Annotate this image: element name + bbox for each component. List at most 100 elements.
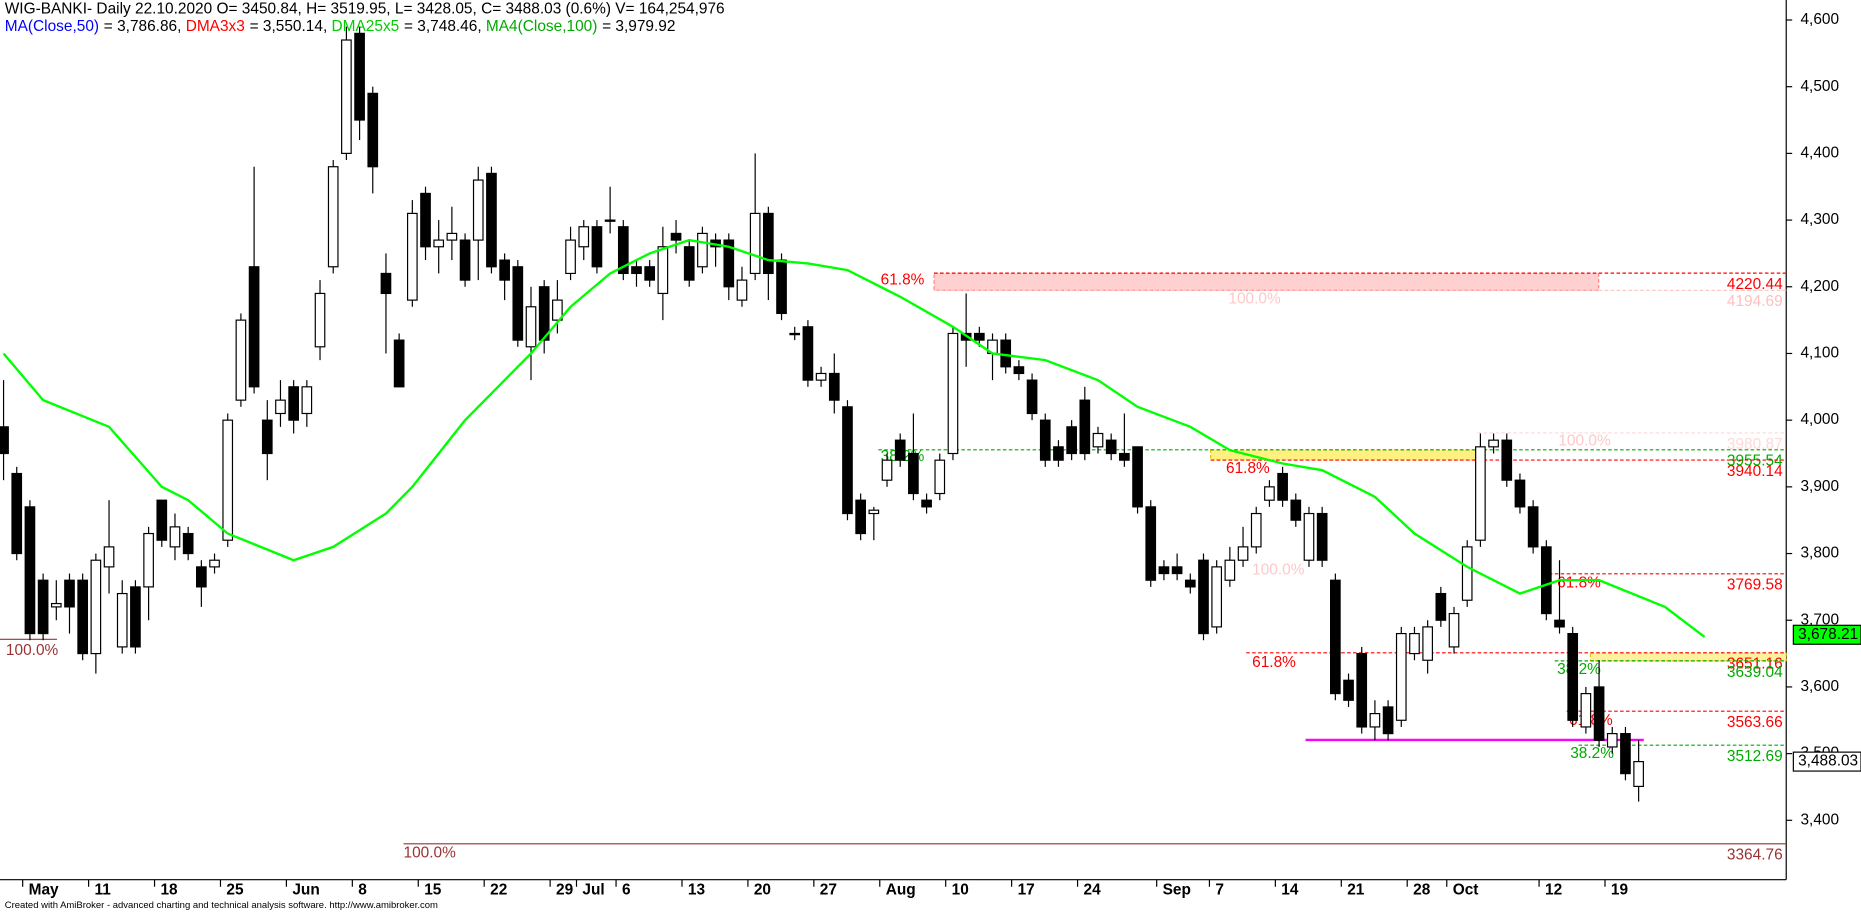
annotation: 38.2% [1570,745,1614,762]
x-tick-label: 8 [358,881,367,898]
candle-body [1264,486,1275,501]
candle-body [736,279,748,301]
chart-title: WIG-BANKI- Daily 22.10.2020 O= 3450.84, … [5,1,725,18]
candle-body [77,579,89,655]
annotation: 100.0% [1228,291,1281,308]
legend-name: DMA25x5 [332,18,400,35]
legend-value: = 3,748.46, [404,18,482,35]
y-tick-label: 4,500 [1800,78,1839,95]
candle-body [1606,733,1618,748]
candle-body [1039,419,1051,461]
x-tick-label: 20 [754,881,771,898]
x-tick-label: Sep [1163,881,1191,898]
annotation: 61.8% [1252,654,1296,671]
candle-body [11,472,23,555]
x-tick-label: 29 [556,881,573,898]
footer: Created with AmiBroker - advanced charti… [5,900,438,911]
legend-value: = 3,550.14, [250,18,328,35]
candle-body [499,259,510,281]
x-tick-label: 21 [1347,881,1365,898]
candle-body [1290,499,1302,521]
candle-body [24,506,36,635]
candle-body [1000,339,1012,368]
annotation: 100.0% [6,642,59,659]
annotation: 61.8% [1226,460,1270,477]
candle-body [90,559,102,655]
candle-body [631,266,642,275]
candle-body [341,39,352,154]
candle-body [433,239,445,248]
candle-body [552,299,563,321]
x-tick-label: 15 [424,881,442,898]
candle-body [617,226,629,275]
candle-body [367,92,379,168]
candle-body [1514,479,1526,508]
candle-body [1382,706,1394,735]
candle-body [1461,546,1473,601]
candle-body [723,239,735,288]
legend-name: MA4(Close,100) [486,18,597,35]
x-tick-label: 28 [1413,881,1431,898]
x-tick-label: 12 [1545,881,1562,898]
candle-body [380,272,392,295]
annotation: 100.0% [1558,433,1611,450]
annotation: 61.8% [881,272,925,289]
candle-body [169,526,181,548]
candle-body [776,259,787,315]
zone [933,272,1600,291]
candle-body [1409,632,1420,655]
candle-body [156,499,168,541]
candle-body [802,326,814,381]
candle-body [842,406,853,515]
legend-name: MA(Close,50) [5,18,99,35]
candle-body [1277,472,1288,501]
level-label: 3639.04 [1727,664,1783,681]
candle-body [1079,399,1091,455]
y-tick-label: 3,800 [1800,545,1839,562]
price-marker [1792,624,1861,645]
y-tick-label: 4,400 [1800,144,1839,161]
y-tick-label: 4,100 [1800,345,1839,362]
y-tick-label: 3,400 [1800,811,1839,828]
candle-body [855,499,866,535]
candle-body [301,386,313,415]
candle-body [327,166,339,268]
x-tick-label: 19 [1611,881,1628,898]
ma-line [2,238,1706,638]
x-tick-label: 27 [820,881,837,898]
candle-body [1013,366,1025,375]
candle-body [1119,452,1130,461]
candle-body [37,579,49,635]
x-tick-label: Jun [292,881,319,898]
candle-body [670,232,682,241]
candle-body [578,226,590,248]
candle-body [1224,559,1236,581]
candle-body [657,246,669,295]
candle-body [314,292,326,348]
x-tick-label: 10 [952,881,969,898]
candle-body [1395,632,1407,721]
x-tick-label: Oct [1453,881,1479,898]
candle-body [1448,612,1460,648]
annotation: 61.8% [1557,575,1601,592]
candle-body [1026,379,1038,415]
x-tick-label: 25 [226,881,244,898]
candle-body [1567,632,1579,721]
candle-body [1527,506,1539,548]
candle-body [1540,546,1552,615]
price-marker-label: 3,678.21 [1798,626,1858,643]
candle-body [1145,506,1157,581]
candle-body [512,266,524,341]
x-tick-label: 17 [1018,881,1035,898]
candle-body [1053,446,1064,461]
candle-body [1593,686,1605,741]
candle-body [815,372,827,381]
candle-body [525,306,537,348]
x-tick-label: 14 [1281,881,1299,898]
legend-value: = 3,979.92 [602,18,675,35]
candle-body [50,602,62,608]
candle-body [881,459,893,481]
candle-body [64,579,75,608]
candle-body [828,372,840,401]
